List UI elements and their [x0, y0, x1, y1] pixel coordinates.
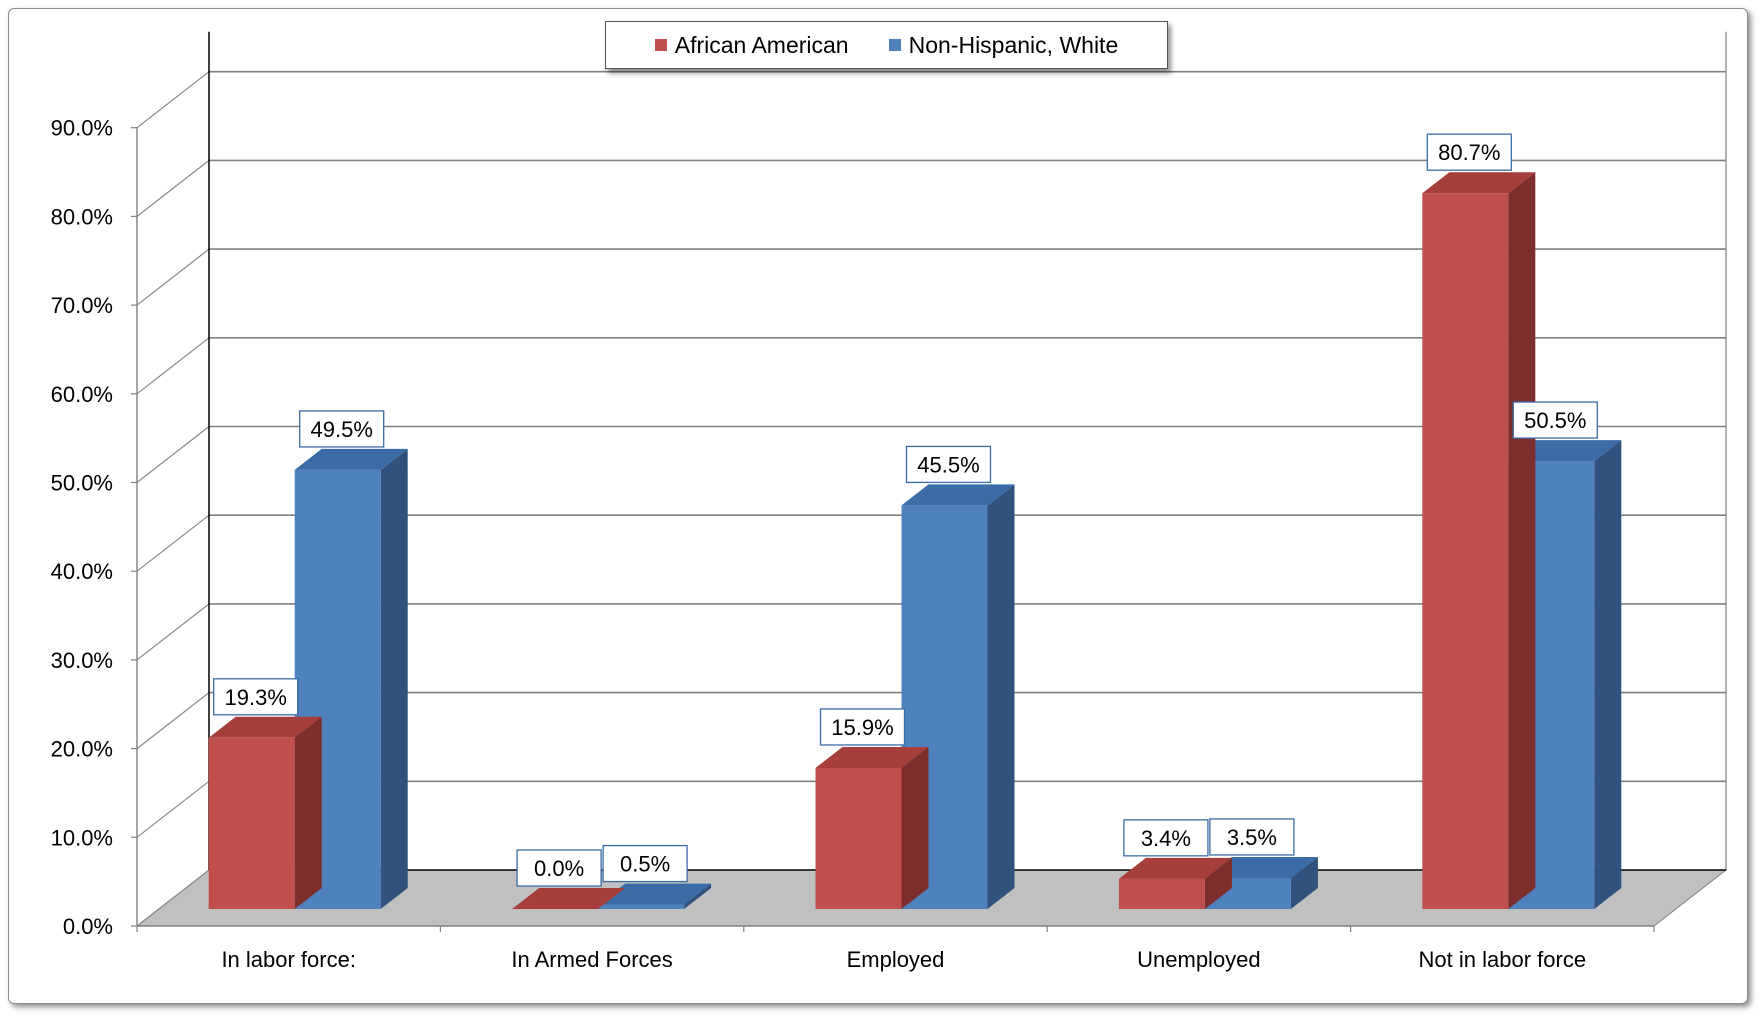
bar-front	[1118, 878, 1205, 909]
bar-side	[294, 716, 322, 909]
bar-side	[901, 746, 929, 909]
legend-swatch-non-hispanic-white	[888, 39, 901, 51]
y-tick-label: 40.0%	[51, 559, 113, 584]
data-label-non-hispanic-white-in-armed-forces: 0.5%	[602, 844, 688, 883]
data-label-african-american-in-armed-forces: 0.0%	[516, 849, 602, 887]
bar-non-hispanic-white-in-armed-forces	[598, 883, 712, 909]
y-tick-label: 60.0%	[51, 382, 113, 407]
bar-side	[1204, 857, 1232, 909]
side-gridline	[136, 780, 210, 838]
side-gridline	[136, 603, 210, 661]
data-label-non-hispanic-white-in-labor-force: 49.5%	[299, 410, 385, 448]
bar-front	[208, 737, 295, 909]
bar-non-hispanic-white-employed	[901, 484, 1015, 909]
chart-legend: African American Non-Hispanic, White	[605, 21, 1168, 69]
bar-african-american-in-labor-force	[208, 716, 322, 909]
data-label-text: 19.3%	[225, 685, 287, 710]
data-label-box	[516, 849, 602, 887]
data-label-box	[602, 844, 688, 883]
data-label-text: 80.7%	[1438, 140, 1500, 165]
data-label-text: 45.5%	[917, 452, 979, 477]
bar-african-american-employed	[815, 746, 929, 909]
bar-top	[294, 448, 408, 470]
legend-label-african-american: African American	[674, 31, 849, 58]
y-tick-label: 20.0%	[51, 737, 113, 762]
side-gridline	[136, 692, 210, 750]
bar-top	[815, 746, 929, 768]
data-label-text: 15.9%	[831, 715, 893, 740]
data-label-text: 0.0%	[534, 856, 584, 881]
data-label-text: 0.5%	[620, 852, 670, 877]
legend-item-african-american: African American	[654, 31, 849, 59]
data-label-box	[1123, 819, 1209, 857]
x-tick-label-employed: Employed	[847, 947, 945, 972]
bar-top	[1422, 172, 1536, 194]
data-label-text: 3.5%	[1227, 825, 1277, 850]
data-label-african-american-unemployed: 3.4%	[1123, 819, 1209, 857]
y-tick-label: 30.0%	[51, 648, 113, 673]
bar-african-american-not-in-labor-force	[1422, 172, 1536, 910]
data-label-non-hispanic-white-employed: 45.5%	[905, 445, 992, 484]
data-label-text: 3.4%	[1141, 826, 1191, 851]
y-tick-label: 0.0%	[63, 914, 113, 939]
bar-front	[598, 904, 685, 909]
bar-top	[1204, 856, 1318, 878]
data-label-box	[299, 410, 385, 448]
data-label-box	[1512, 401, 1598, 439]
bar-top	[208, 716, 322, 738]
x-tick-label-in-armed-forces: In Armed Forces	[511, 947, 672, 972]
data-label-african-american-employed: 15.9%	[819, 708, 906, 746]
y-tick-label: 90.0%	[51, 116, 113, 141]
x-tick-label-in-labor-force: In labor force:	[221, 947, 356, 972]
side-gridline	[136, 248, 210, 306]
legend-item-non-hispanic-white: Non-Hispanic, White	[888, 31, 1119, 59]
data-label-box	[819, 708, 906, 746]
data-label-non-hispanic-white-unemployed: 3.5%	[1209, 818, 1295, 856]
y-tick-label: 50.0%	[51, 471, 113, 496]
bar-african-american-in-armed-forces	[512, 888, 626, 910]
data-label-text: 49.5%	[311, 417, 373, 442]
bar-top	[1508, 440, 1622, 462]
side-gridline	[136, 426, 210, 483]
bar-front	[1422, 193, 1509, 910]
x-tick-label-unemployed: Unemployed	[1137, 947, 1261, 972]
y-tick-label: 70.0%	[51, 293, 113, 318]
bar-top	[512, 888, 626, 909]
bar-side	[684, 883, 712, 909]
data-label-text: 50.5%	[1524, 408, 1586, 433]
data-label-box	[213, 678, 299, 716]
bar-side	[1508, 172, 1536, 910]
bar-side	[987, 484, 1015, 909]
side-gridline	[136, 514, 210, 572]
bar-top	[901, 484, 1015, 506]
data-label-box	[1209, 818, 1295, 856]
y-tick-label: 10.0%	[51, 825, 113, 850]
bar-african-american-unemployed	[1118, 857, 1232, 909]
data-label-non-hispanic-white-not-in-labor-force: 50.5%	[1512, 401, 1598, 439]
legend-label-non-hispanic-white: Non-Hispanic, White	[908, 31, 1119, 58]
bar-side	[380, 448, 408, 909]
side-gridline	[136, 159, 210, 217]
bar-front	[815, 767, 902, 909]
y-tick-label: 80.0%	[51, 204, 113, 229]
side-gridline	[136, 869, 210, 927]
data-label-african-american-not-in-labor-force: 80.7%	[1426, 133, 1512, 171]
data-label-box	[905, 445, 992, 484]
legend-swatch-african-american	[654, 39, 667, 51]
bar-top	[1118, 857, 1232, 879]
bar-top	[598, 883, 712, 905]
x-tick-label-not-in-labor-force: Not in labor force	[1419, 947, 1587, 972]
side-gridline	[136, 337, 210, 395]
bar-side	[1290, 856, 1318, 909]
bar-side	[1594, 440, 1622, 909]
side-gridline	[136, 71, 210, 129]
data-label-african-american-in-labor-force: 19.3%	[213, 678, 299, 716]
data-label-box	[1426, 133, 1512, 171]
